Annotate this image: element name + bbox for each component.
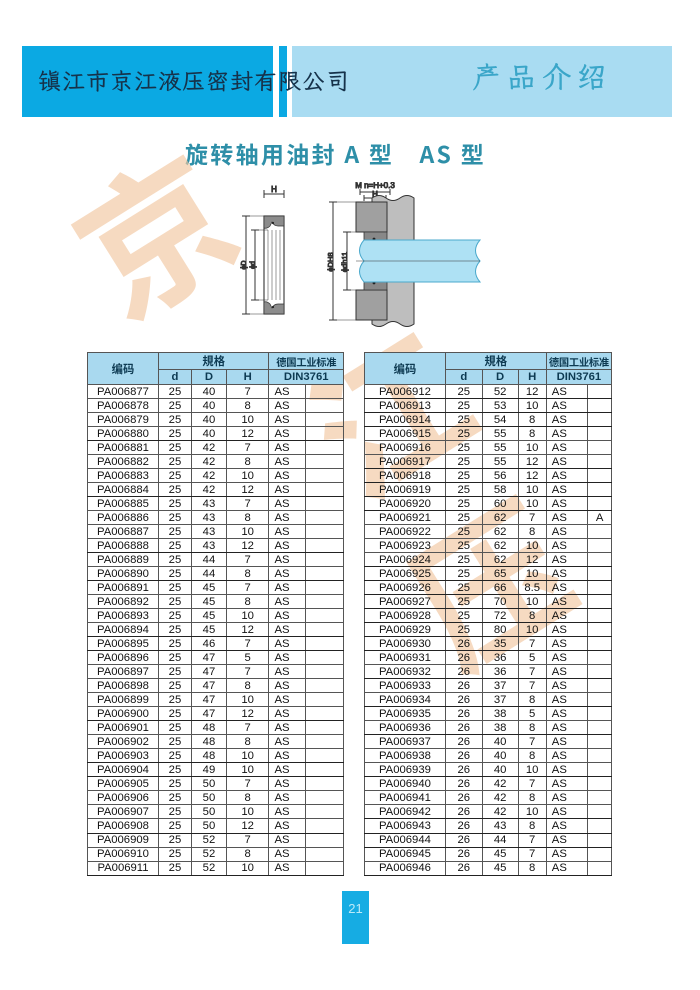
svg-text:ϕd: ϕd [250, 261, 257, 269]
svg-text:M n=H+0.3: M n=H+0.3 [355, 182, 395, 190]
svg-text:ϕDH8: ϕDH8 [326, 252, 335, 271]
svg-text:ϕD: ϕD [241, 261, 248, 270]
svg-text:H: H [271, 185, 277, 194]
svg-text:ϕdh11: ϕdh11 [340, 252, 349, 272]
